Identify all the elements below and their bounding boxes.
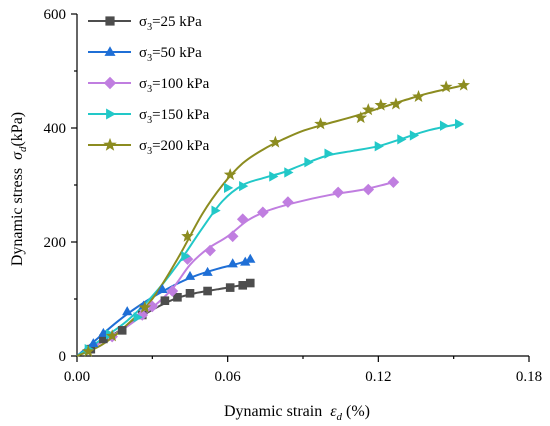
- legend-label: σ3=25 kPa: [139, 14, 202, 33]
- y-axis-title: Dynamic stress σd(kPa): [9, 112, 29, 266]
- y-tick-label: 200: [44, 235, 67, 251]
- data-point-0: [225, 283, 235, 292]
- x-tick-label: 0.12: [365, 369, 391, 385]
- data-point-0: [173, 292, 182, 302]
- x-axis-title: Dynamic strain εd (%): [224, 403, 370, 423]
- data-point-2: [204, 244, 216, 257]
- data-point-4: [354, 111, 368, 124]
- data-point-4: [374, 98, 388, 111]
- axes: 0.00 0.06 0.12 0.18 0 200 400 600 Dynamic strain…: [9, 7, 542, 423]
- y-tick-label: 400: [44, 121, 67, 137]
- data-point-3: [455, 118, 465, 130]
- y-tick-label: 600: [44, 7, 67, 23]
- data-point-0: [238, 281, 248, 290]
- data-point-1: [240, 256, 251, 266]
- legend-item-0: σ3=25 kPa: [88, 14, 202, 33]
- data-point-3: [324, 148, 334, 159]
- data-point-4: [105, 329, 119, 342]
- data-point-1: [202, 266, 213, 276]
- data-point-4: [389, 97, 403, 110]
- data-point-3: [239, 180, 249, 192]
- data-point-1: [98, 327, 109, 337]
- data-point-2: [146, 300, 159, 313]
- legend-marker: [103, 76, 117, 90]
- legend-item-2: σ3=100 kPa: [88, 76, 210, 95]
- data-point-3: [439, 120, 450, 131]
- data-point-0: [160, 296, 170, 306]
- data-point-3: [224, 182, 234, 194]
- data-point-4: [82, 344, 95, 357]
- data-point-2: [136, 309, 149, 321]
- data-point-4: [138, 300, 152, 313]
- data-point-2: [236, 213, 249, 226]
- data-point-3: [284, 167, 294, 178]
- data-point-1: [122, 306, 133, 316]
- data-point-4: [412, 90, 425, 102]
- data-point-3: [133, 312, 143, 323]
- legend-label: σ3=100 kPa: [139, 76, 210, 95]
- legend-marker: [106, 108, 116, 120]
- data-point-1: [227, 258, 238, 268]
- data-point-2: [332, 186, 344, 199]
- x-tick-label: 0.18: [516, 369, 542, 385]
- data-point-4: [439, 80, 453, 93]
- data-point-1: [245, 253, 256, 263]
- data-point-0: [99, 334, 108, 344]
- legend-label: σ3=50 kPa: [139, 45, 202, 64]
- data-point-0: [203, 286, 212, 296]
- data-point-3: [269, 171, 279, 182]
- data-point-0: [117, 326, 127, 335]
- data-point-1: [88, 338, 99, 348]
- data-point-2: [282, 196, 294, 208]
- legend-marker: [104, 46, 116, 56]
- x-tick-label: 0.06: [215, 369, 242, 385]
- legend-item-3: σ3=150 kPa: [88, 107, 210, 126]
- data-point-2: [226, 230, 239, 243]
- legend: σ3=25 kPa σ3=50 kPa σ3=100 kPa σ3=150 kPa σ3…: [88, 14, 210, 157]
- data-point-3: [397, 134, 407, 145]
- x-tick-label: 0.00: [64, 369, 90, 385]
- data-point-4: [223, 168, 237, 181]
- legend-item-4: σ3=200 kPa: [88, 137, 210, 157]
- legend-marker: [103, 137, 117, 151]
- data-point-4: [314, 117, 327, 130]
- data-point-2: [257, 206, 269, 219]
- data-point-3: [181, 251, 191, 262]
- legend-label: σ3=150 kPa: [139, 107, 210, 126]
- legend-label: σ3=200 kPa: [139, 138, 210, 157]
- data-point-4: [362, 103, 375, 116]
- data-point-2: [387, 176, 400, 188]
- data-point-2: [166, 285, 179, 297]
- data-point-3: [211, 205, 221, 216]
- series-curve-2: [76, 181, 394, 357]
- data-point-1: [157, 283, 168, 293]
- data-point-2: [362, 183, 375, 196]
- series-markers: [82, 78, 470, 357]
- data-point-4: [457, 78, 470, 91]
- data-point-1: [184, 270, 196, 280]
- data-point-0: [245, 278, 255, 288]
- data-point-0: [185, 289, 195, 298]
- data-point-3: [304, 157, 314, 168]
- data-point-4: [269, 135, 282, 148]
- data-point-4: [181, 229, 194, 242]
- y-tick-label: 0: [59, 349, 67, 365]
- legend-item-1: σ3=50 kPa: [88, 45, 202, 64]
- data-point-3: [409, 130, 420, 141]
- data-point-3: [374, 141, 384, 152]
- legend-marker: [105, 16, 115, 26]
